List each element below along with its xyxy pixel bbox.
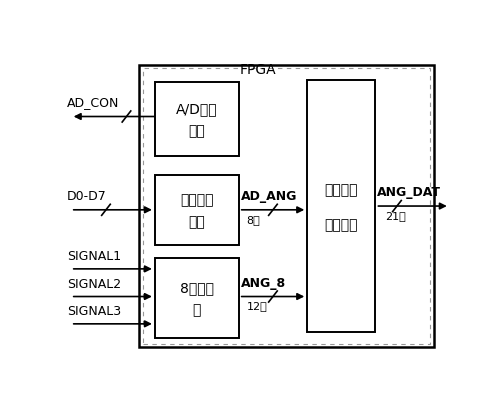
Text: AD_CON: AD_CON [67,95,119,109]
Text: 21位: 21位 [385,211,406,221]
Text: 块: 块 [193,304,201,317]
Text: 8细分模: 8细分模 [180,282,214,295]
Bar [143,68,430,344]
Text: 处理模块: 处理模块 [325,218,358,232]
Text: 8位: 8位 [246,215,261,224]
Text: SIGNAL3: SIGNAL3 [67,305,121,318]
Bar [155,82,239,156]
Text: SIGNAL1: SIGNAL1 [67,250,121,263]
Text: ANG_DAT: ANG_DAT [377,186,442,199]
Bar [307,80,375,332]
Text: AD_ANG: AD_ANG [241,190,297,203]
Text: 模块: 模块 [188,215,205,230]
Text: SIGNAL2: SIGNAL2 [67,278,121,291]
Text: 综合数据: 综合数据 [325,183,358,197]
Text: 模块: 模块 [188,124,205,138]
Bar [155,258,239,338]
Text: D0-D7: D0-D7 [67,190,107,203]
Text: FPGA: FPGA [240,62,277,77]
Text: 数据缓冲: 数据缓冲 [180,193,214,208]
Text: A/D控制: A/D控制 [176,102,218,116]
Bar [155,175,239,245]
Text: 12位: 12位 [246,301,267,311]
Text: ANG_8: ANG_8 [241,277,286,290]
Bar [139,64,434,348]
